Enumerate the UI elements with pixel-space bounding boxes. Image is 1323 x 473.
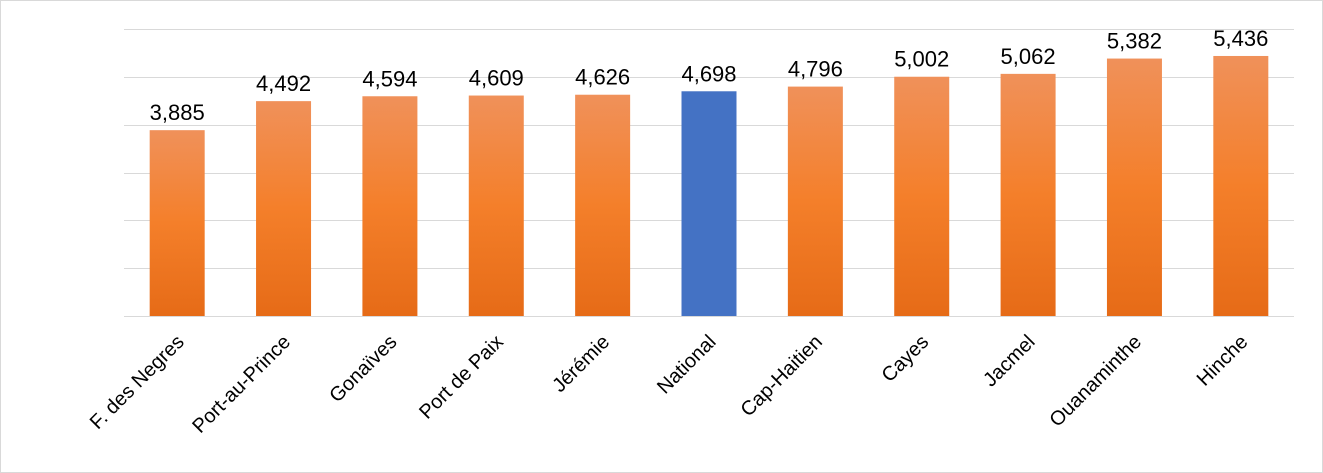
value-label-cayes: 5,002	[894, 47, 949, 72]
category-label-ouanaminthe: Ouanaminthe	[1046, 331, 1146, 431]
category-label-cayes: Cayes	[878, 331, 934, 387]
category-label-hinche: Hinche	[1193, 331, 1253, 391]
bar-gonaives	[362, 96, 418, 317]
bar-national	[681, 91, 737, 317]
category-label-national: National	[653, 331, 720, 398]
bar-cayes	[894, 76, 950, 316]
value-label-f-des-negres: 3,885	[150, 100, 205, 125]
value-labels: 3,885 4,492 4,594 4,609 4,626 4,698 4,796 5,002…	[150, 26, 1269, 125]
category-label-cap-haitien: Cap-Haitien	[737, 331, 827, 421]
bar-f-des-negres	[149, 130, 205, 316]
value-label-jeremie: 4,626	[575, 65, 630, 90]
value-label-port-de-paix: 4,609	[469, 66, 524, 91]
bar-cap-haitien	[787, 86, 843, 316]
bar-jacmel	[1000, 73, 1056, 316]
bar-hinche	[1213, 55, 1269, 317]
value-label-hinche: 5,436	[1213, 26, 1268, 51]
bar-port-de-paix	[468, 95, 524, 316]
bar-ouanaminthe	[1106, 58, 1162, 316]
category-label-port-au-prince: Port-au-Prince	[188, 331, 295, 438]
category-label-gonaives: Gonaïves	[325, 331, 401, 407]
category-label-jeremie: Jérémie	[548, 331, 614, 397]
bars	[149, 55, 1269, 317]
bar-jeremie	[575, 94, 631, 317]
bar-port-au-prince	[256, 101, 312, 317]
value-label-jacmel: 5,062	[1001, 44, 1056, 69]
value-label-gonaives: 4,594	[362, 66, 417, 91]
value-label-national: 4,698	[681, 61, 736, 86]
category-labels: F. des Negres Port-au-Prince Gonaïves Port …	[86, 331, 1252, 438]
category-label-port-de-paix: Port de Paix	[415, 331, 508, 424]
value-label-ouanaminthe: 5,382	[1107, 29, 1162, 54]
category-label-f-des-negres: F. des Negres	[86, 331, 189, 434]
value-label-cap-haitien: 4,796	[788, 57, 843, 82]
category-label-jacmel: Jacmel	[979, 331, 1039, 391]
value-label-port-au-prince: 4,492	[256, 71, 311, 96]
